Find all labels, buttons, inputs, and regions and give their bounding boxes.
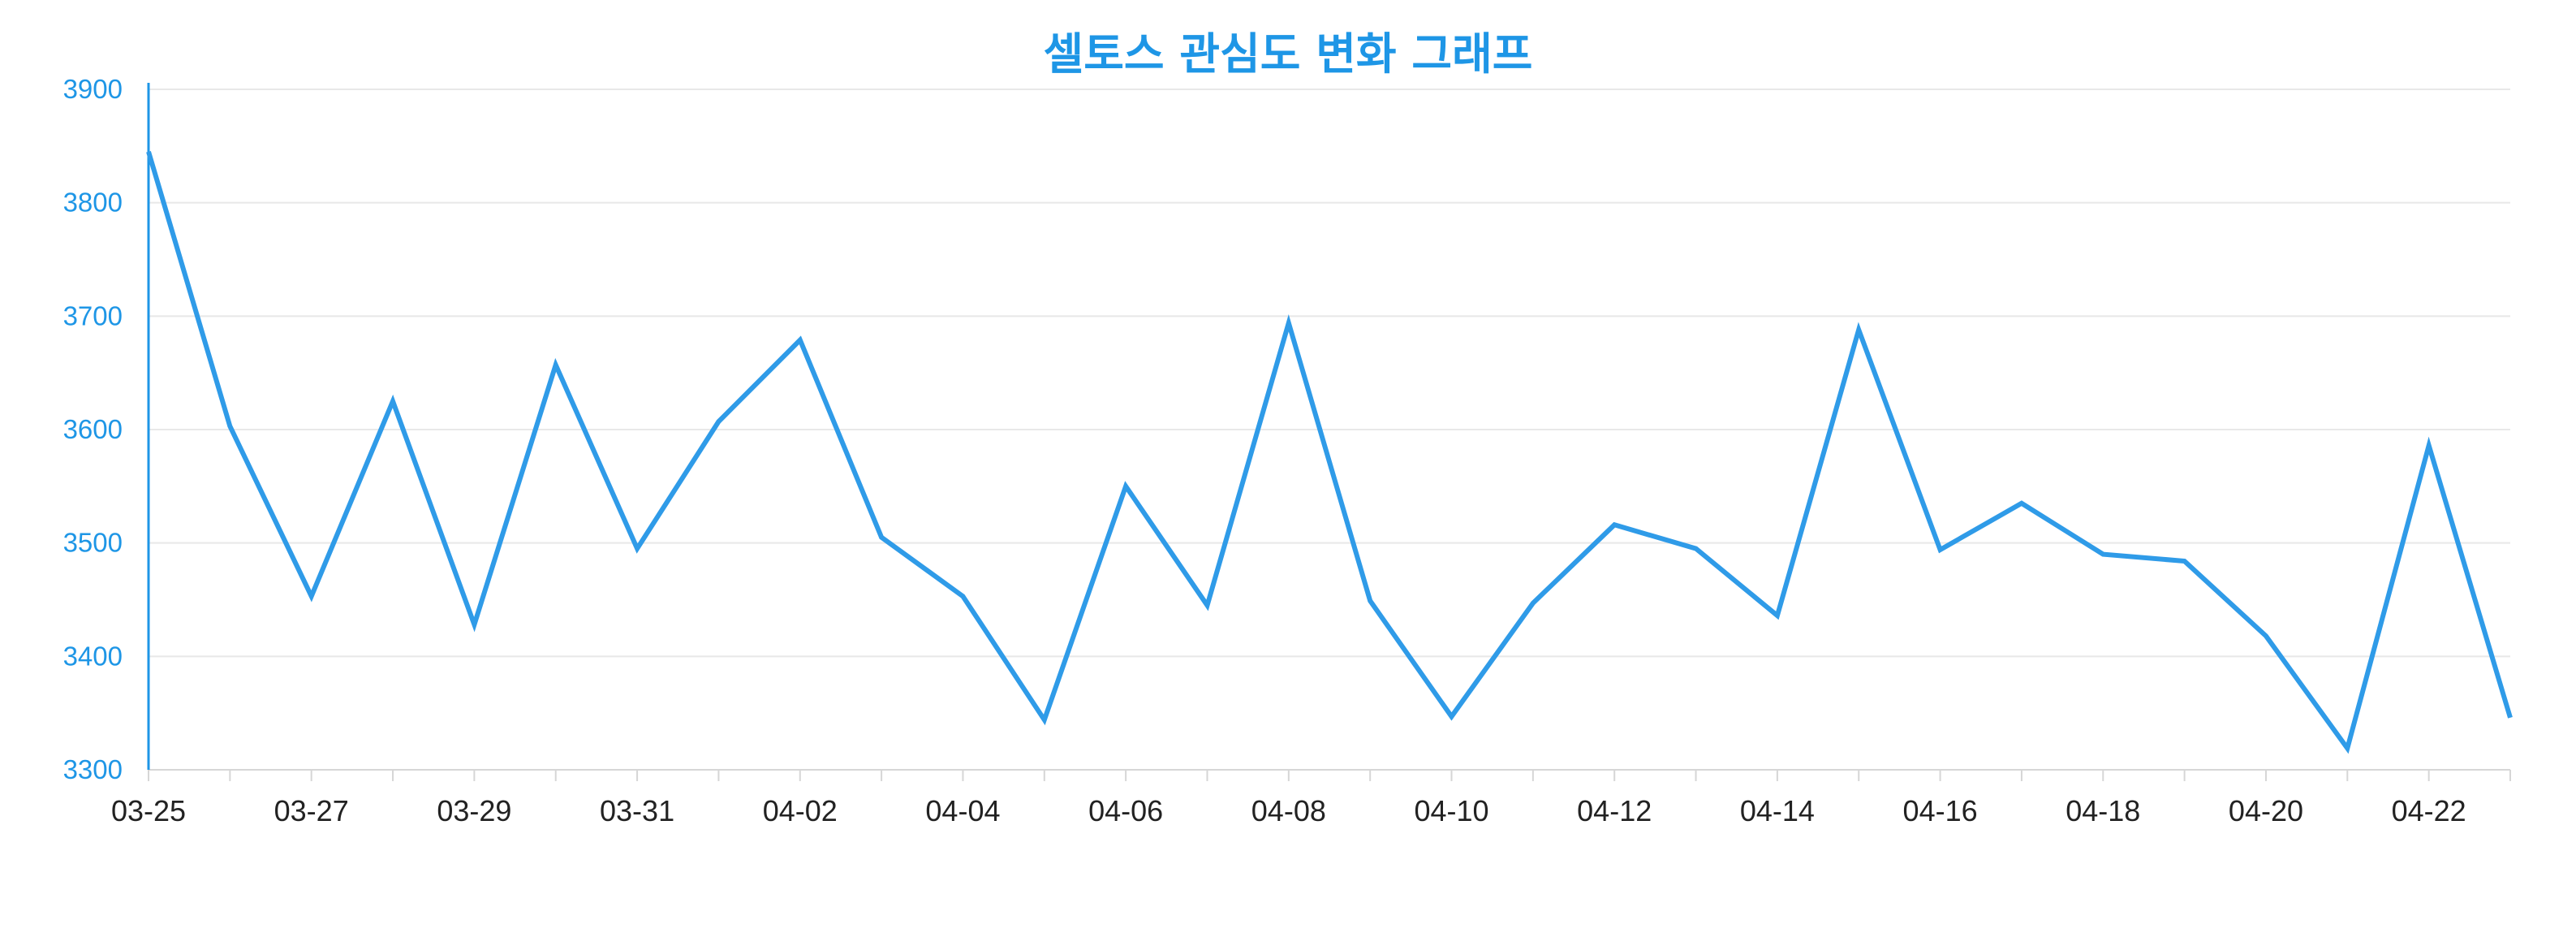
x-tick-label: 03-29	[437, 794, 511, 827]
x-tick-label: 03-31	[600, 794, 674, 827]
x-tick-label: 04-06	[1088, 794, 1163, 827]
chart-title: 셀토스 관심도 변화 그래프	[1043, 28, 1533, 80]
x-tick-label: 04-14	[1740, 794, 1815, 827]
y-tick-label: 3700	[63, 300, 123, 330]
y-tick-label: 3500	[63, 528, 123, 558]
x-tick-label: 04-04	[925, 794, 1000, 827]
x-tick-label: 04-10	[1414, 794, 1488, 827]
y-tick-label: 3300	[63, 754, 123, 784]
x-tick-label: 03-27	[274, 794, 349, 827]
x-tick-label: 03-25	[111, 794, 186, 827]
x-tick-label: 04-20	[2229, 794, 2303, 827]
y-tick-label: 3400	[63, 641, 123, 671]
x-tick-label: 04-08	[1251, 794, 1326, 827]
x-tick-label: 04-02	[763, 794, 838, 827]
y-tick-label: 3800	[63, 188, 123, 218]
x-tick-label: 04-12	[1577, 794, 1652, 827]
y-tick-label: 3600	[63, 414, 123, 444]
x-tick-label: 04-22	[2392, 794, 2466, 827]
x-tick-label: 04-16	[1903, 794, 1978, 827]
y-tick-label: 3900	[63, 74, 123, 104]
x-tick-label: 04-18	[2066, 794, 2140, 827]
series-line	[146, 150, 2513, 754]
